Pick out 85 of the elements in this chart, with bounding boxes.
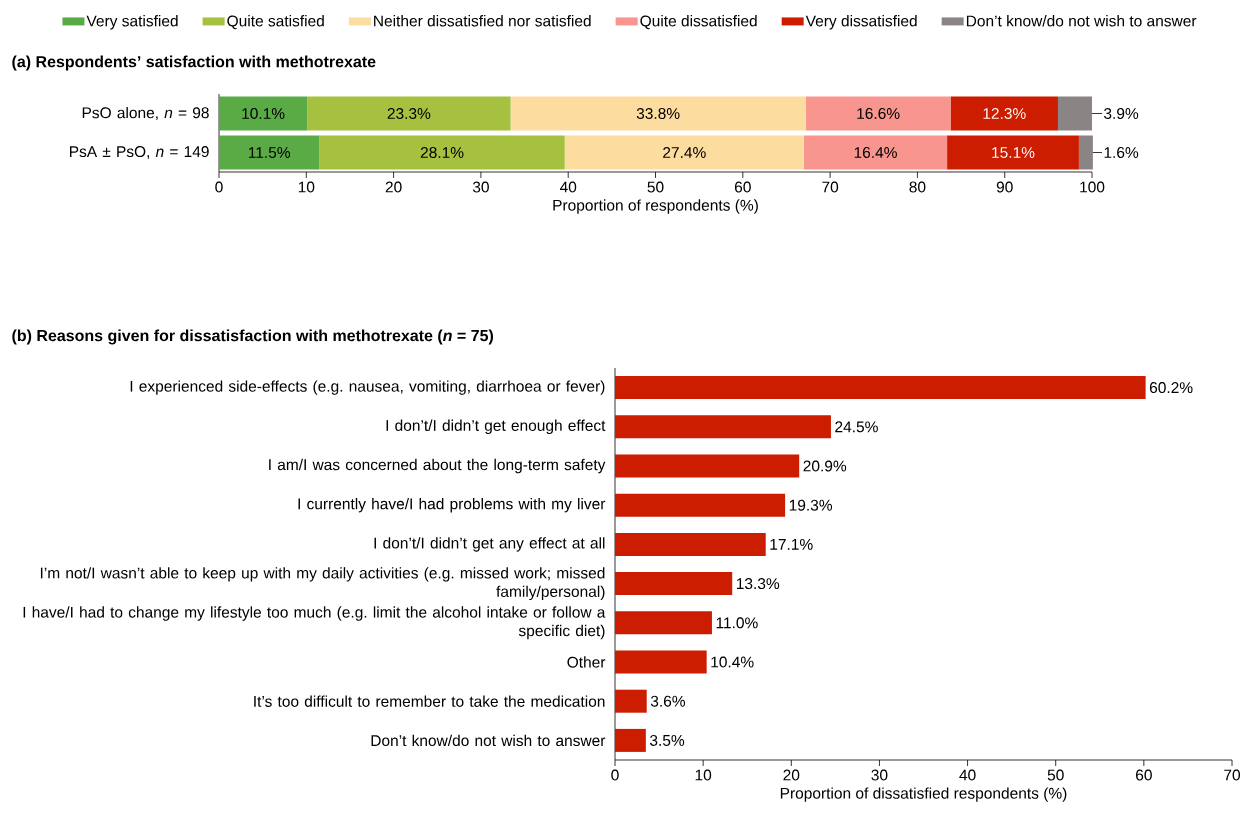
- x-tick-label: 30: [472, 181, 489, 193]
- x-tick-label: 70: [1224, 769, 1241, 781]
- x-tick-label: 0: [215, 181, 223, 193]
- legend-label: Don’t know/do not wish to answer: [966, 15, 1197, 27]
- x-tick-label: 30: [871, 769, 888, 781]
- data-label: 23.3%: [387, 108, 431, 119]
- data-label: 11.0%: [716, 617, 758, 629]
- x-tick-label: 50: [1047, 769, 1064, 781]
- data-label: 12.3%: [983, 108, 1026, 119]
- bar: [307, 96, 511, 131]
- x-tick-label: 40: [559, 181, 577, 193]
- x-tick-label: 60: [1136, 769, 1152, 781]
- x-tick-label: 60: [734, 181, 751, 193]
- legend-label: Very dissatisfied: [805, 15, 917, 30]
- bar: [564, 135, 804, 170]
- bar: [219, 96, 308, 131]
- bar: [947, 135, 1079, 170]
- x-tick-label: 90: [996, 181, 1013, 193]
- bar: [615, 376, 1146, 400]
- data-label: 33.8%: [636, 108, 680, 119]
- text: (b) Reasons given for dissatisfaction with methotrexate (n = 75): [12, 329, 494, 345]
- data-label: 11.5%: [248, 147, 291, 158]
- x-tick-label: 10: [695, 769, 712, 781]
- x-tick-label: 10: [298, 181, 315, 193]
- x-tick-label: 20: [783, 769, 800, 781]
- x-tick-label: 40: [959, 769, 976, 781]
- y-tick-label: I don’t/I didn’t get any effect at all: [374, 537, 605, 552]
- y-tick-label: It’s too difficult to remember to take the medication: [254, 695, 605, 707]
- x-tick-label: 100: [1080, 181, 1105, 193]
- y-tick-label: I’m not/I wasn’t able to keep up with my daily activities (e.g. missed work; missed family/personal): [40, 567, 605, 601]
- x-tick-label: 80: [909, 181, 926, 193]
- x-tick-label: 70: [822, 181, 839, 193]
- bar: [319, 135, 565, 170]
- bar: [805, 96, 951, 131]
- data-label: 3.6%: [650, 695, 686, 707]
- y-tick-label: Other: [567, 656, 606, 668]
- data-label: 10.1%: [242, 108, 285, 119]
- data-label: 15.1%: [992, 147, 1035, 158]
- y-tick-label: I currently have/I had problems with my liver: [298, 497, 606, 513]
- x-tick-label: 20: [385, 181, 402, 193]
- data-label: 60.2%: [1149, 382, 1193, 394]
- legend-label: Neither dissatisfied nor satisfied: [374, 15, 591, 27]
- y-tick-label: I don’t/I didn’t get enough effect: [386, 419, 606, 435]
- data-label: 19.3%: [789, 499, 833, 511]
- data-label: 13.3%: [736, 578, 780, 590]
- chart-title: (a) Respondents’ satisfaction with methotrexate: [12, 55, 376, 71]
- legend-label: Quite dissatisfied: [640, 15, 757, 30]
- bar: [615, 728, 646, 752]
- bar: [615, 689, 647, 713]
- bar: [615, 650, 707, 674]
- x-tick-label: 0: [611, 769, 619, 781]
- bar: [615, 611, 712, 635]
- data-label: 28.1%: [420, 147, 464, 158]
- bar: [219, 135, 320, 170]
- legend-label: Very satisfied: [86, 15, 178, 30]
- x-tick-label: 50: [647, 181, 664, 193]
- bar: [615, 493, 786, 517]
- data-label: 10.4%: [711, 656, 754, 668]
- data-label: 3.9%: [1104, 108, 1139, 119]
- x-axis-title: Proportion of respondents (%): [553, 199, 758, 214]
- bar: [615, 532, 766, 556]
- data-label: 27.4%: [663, 147, 706, 158]
- y-tick-label: I have/I had to change my lifestyle too much (e.g. limit the alcohol intake or follow a specific diet): [23, 606, 606, 640]
- y-tick-label: PsO alone, n = 98: [82, 106, 209, 121]
- data-label: 16.4%: [854, 147, 897, 158]
- y-tick-label: PsA ± PsO, n = 149: [69, 146, 209, 159]
- y-tick-label: I am/I was concerned about the long-term safety: [269, 458, 606, 474]
- bar: [1057, 96, 1093, 131]
- bar: [615, 572, 733, 596]
- bar: [803, 135, 948, 170]
- data-label: 3.5%: [649, 734, 685, 746]
- bar: [615, 415, 831, 439]
- bar: [510, 96, 806, 131]
- legend-label: Quite satisfied: [227, 15, 324, 30]
- data-label: 17.1%: [770, 538, 813, 550]
- x-axis-title: Proportion of dissatisfied respondents (%): [780, 787, 1067, 802]
- bar: [950, 96, 1058, 131]
- data-label: 16.6%: [857, 108, 900, 119]
- bar: [1078, 135, 1093, 170]
- data-label: 20.9%: [803, 460, 847, 472]
- bar: [615, 454, 800, 478]
- y-tick-label: I experienced side-effects (e.g. nausea, vomiting, diarrhoea or fever): [130, 380, 605, 395]
- data-label: 1.6%: [1104, 147, 1139, 158]
- data-label: 24.5%: [835, 421, 878, 433]
- y-tick-label: Don’t know/do not wish to answer: [371, 734, 606, 747]
